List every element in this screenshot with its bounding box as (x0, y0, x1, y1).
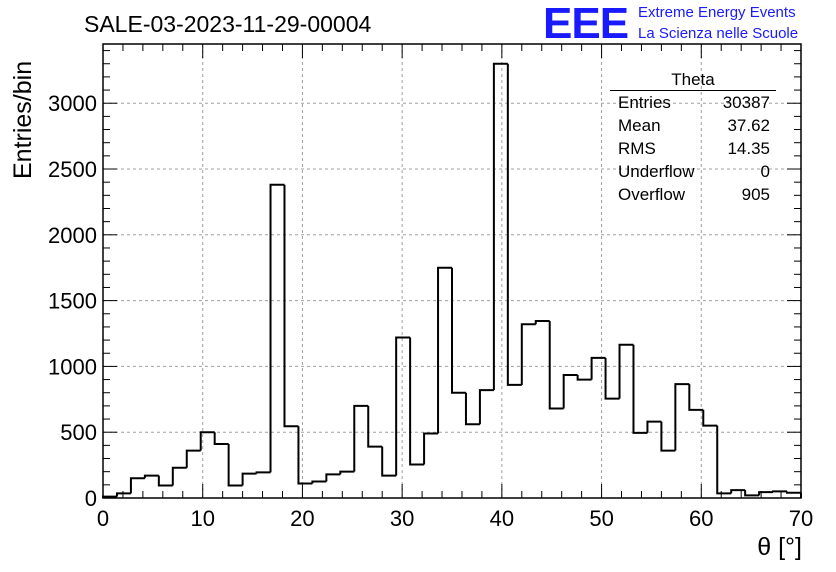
x-tick-label: 60 (689, 506, 713, 531)
stats-row-mean: Mean 37.62 (610, 114, 776, 137)
histogram-bin (129, 477, 145, 494)
y-tick-label: 2500 (48, 157, 97, 182)
histogram-bin (185, 449, 201, 468)
histogram-bin (716, 425, 732, 495)
histogram-bin (311, 480, 327, 484)
histogram-bin (646, 420, 662, 433)
stats-row-rms: RMS 14.35 (610, 137, 776, 160)
y-tick-label: 1500 (48, 289, 97, 314)
histogram-bin (395, 336, 411, 476)
y-tick-label: 0 (85, 486, 97, 511)
histogram-bin (506, 63, 522, 386)
y-tick-label: 1000 (48, 354, 97, 379)
stats-overflow-label: Overflow (618, 185, 686, 204)
histogram-bin (367, 405, 383, 448)
x-tick-label: 50 (589, 506, 613, 531)
logo-text-line-2: La Scienza nelle Scuole (638, 25, 799, 42)
stats-entries-value: 30387 (722, 93, 770, 112)
y-tick-label: 2000 (48, 223, 97, 248)
stats-box: Theta Entries 30387 Mean 37.62 RMS 14.35… (610, 70, 776, 206)
histogram-bin (213, 432, 229, 446)
histogram-bin (227, 444, 243, 487)
y-tick-label: 500 (60, 420, 97, 445)
histogram-bin (199, 431, 215, 451)
histogram-bin (255, 471, 271, 474)
eee-logo: EEE (543, 0, 629, 48)
stats-mean-value: 37.62 (727, 116, 770, 135)
x-tick-label: 20 (290, 506, 314, 531)
histogram-bin (632, 344, 648, 434)
histogram-bin (464, 392, 480, 426)
stats-overflow-value: 905 (741, 185, 770, 204)
stats-underflow-value: 0 (760, 162, 770, 181)
stats-rms-value: 14.35 (727, 139, 770, 158)
chart-title: SALE-03-2023-11-29-00004 (84, 11, 372, 37)
histogram-bin (409, 337, 425, 466)
x-tick-label: 10 (190, 506, 214, 531)
histogram-bin (478, 389, 494, 425)
stats-row-entries: Entries 30387 (610, 91, 776, 114)
stats-row-overflow: Overflow 905 (610, 183, 776, 206)
histogram-bin (353, 404, 369, 472)
histogram-bin (423, 432, 439, 465)
histogram-bin (786, 491, 801, 494)
y-tick-label: 3000 (48, 91, 97, 116)
histogram-bin (157, 475, 173, 487)
histogram-bin (520, 323, 536, 385)
histogram-bin (702, 409, 718, 427)
stats-name: Theta (610, 70, 776, 91)
x-axis-label: θ [°] (757, 533, 802, 561)
x-tick-label: 40 (490, 506, 514, 531)
histogram-bin (744, 490, 760, 497)
histogram-bin (576, 374, 592, 381)
histogram-bin (618, 343, 634, 399)
histogram-bin (143, 474, 159, 479)
logo-text-line-1: Extreme Energy Events (638, 4, 796, 21)
histogram-bin (492, 62, 508, 391)
histogram-bin (674, 383, 690, 451)
x-tick-label: 30 (390, 506, 414, 531)
histogram-bin (548, 321, 564, 410)
histogram-bin (437, 266, 452, 434)
stats-rms-label: RMS (618, 139, 656, 158)
x-tick-label: 70 (789, 506, 813, 531)
y-axis-label: Entries/bin (9, 60, 37, 179)
histogram-bin (339, 470, 355, 475)
histogram-bin (688, 384, 704, 411)
histogram-bin (381, 446, 397, 477)
stats-underflow-label: Underflow (618, 162, 695, 181)
histogram-bin (604, 357, 620, 400)
histogram-bin (451, 267, 466, 394)
histogram-bin (115, 492, 131, 497)
stats-entries-label: Entries (618, 93, 671, 112)
histogram-bin (660, 421, 676, 452)
histogram-bin (772, 490, 788, 493)
histogram-bin (730, 489, 746, 494)
histogram-bin (171, 466, 187, 486)
histogram-bin (283, 184, 299, 428)
histogram-bin (590, 356, 606, 380)
x-tick-label: 0 (97, 506, 109, 531)
histogram-bin (534, 320, 550, 325)
plot-frame (102, 43, 802, 499)
stats-row-underflow: Underflow 0 (610, 160, 776, 183)
histogram-bin (325, 473, 341, 482)
histogram-bin (241, 472, 257, 486)
histogram-bin (562, 373, 578, 409)
histogram-bin (758, 491, 774, 496)
histogram-bin (297, 426, 313, 485)
histogram-bin (269, 183, 285, 473)
stats-mean-label: Mean (618, 116, 661, 135)
